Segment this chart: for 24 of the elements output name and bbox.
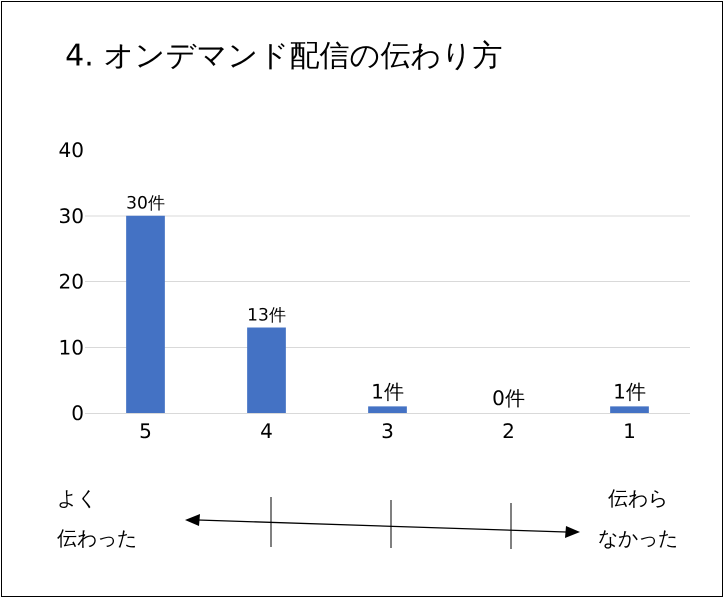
x-tick-label: 4	[260, 419, 273, 443]
x-tick-label: 3	[381, 419, 394, 443]
y-tick-label: 0	[71, 401, 84, 425]
bar	[126, 216, 165, 413]
text: 伝わった	[57, 526, 137, 550]
data-label: 1件	[371, 379, 404, 404]
data-label: 1件	[613, 379, 646, 404]
text: よく	[57, 486, 97, 510]
y-tick-label: 10	[58, 335, 84, 360]
y-tick-label: 30	[58, 204, 84, 228]
y-tick-label: 40	[58, 138, 84, 162]
bar	[368, 406, 407, 413]
chart-title: 4. オンデマンド配信の伝わり方	[65, 38, 502, 74]
data-label: 13件	[247, 305, 286, 326]
data-label: 30件	[126, 193, 165, 214]
data-label: 0件	[492, 386, 525, 410]
text: なかった	[598, 526, 678, 550]
x-tick-label: 2	[502, 419, 515, 443]
bar	[610, 406, 649, 413]
y-tick-label: 20	[58, 270, 84, 294]
text: 伝わら	[608, 486, 668, 510]
x-tick-label: 5	[139, 419, 152, 443]
x-tick-label: 1	[623, 419, 636, 443]
bar	[247, 328, 286, 413]
